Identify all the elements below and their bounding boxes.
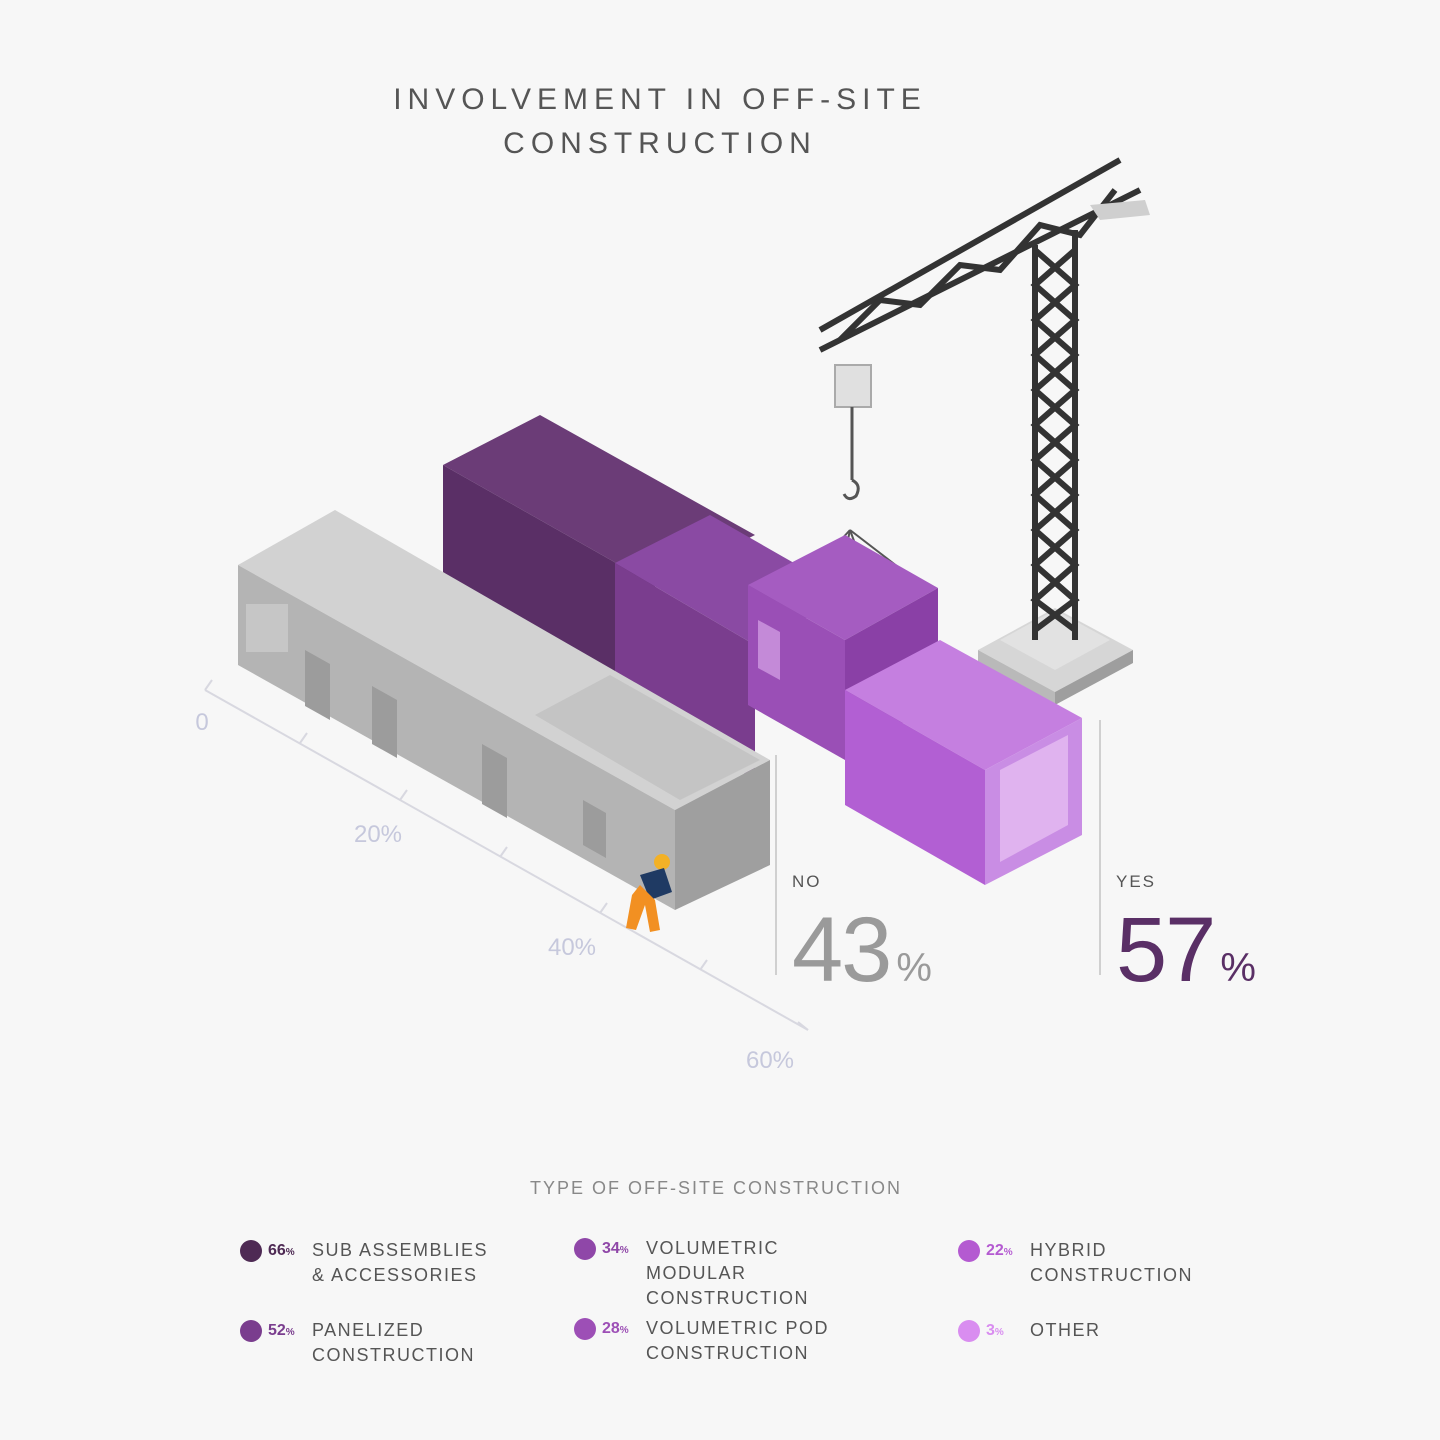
legend-title: TYPE OF OFF-SITE CONSTRUCTION xyxy=(530,1178,902,1198)
legend-item: 22% HYBRID CONSTRUCTION xyxy=(958,1238,1298,1288)
axis-tick-label: 0 xyxy=(195,709,208,736)
legend-value-unit: % xyxy=(994,1327,1004,1338)
legend-label-line-2: CONSTRUCTION xyxy=(646,1343,809,1363)
legend-dot xyxy=(240,1240,262,1262)
legend-dot xyxy=(240,1320,262,1342)
legend-label-line-1: SUB ASSEMBLIES xyxy=(312,1240,489,1260)
legend-label-line-2: CONSTRUCTION xyxy=(646,1288,809,1308)
chart-title: INVOLVEMENT IN OFF-SITE CONSTRUCTION xyxy=(0,78,1320,166)
axis-tick xyxy=(599,902,608,914)
legend-dot xyxy=(574,1238,596,1260)
legend-item: 28% VOLUMETRIC POD CONSTRUCTION xyxy=(574,1316,914,1366)
title-line-1: INVOLVEMENT IN OFF-SITE xyxy=(393,83,927,116)
axis-tick-label: 40% xyxy=(548,934,596,961)
legend-value-unit: % xyxy=(285,1247,295,1258)
axis-tick xyxy=(299,732,308,744)
no-bar xyxy=(238,510,770,910)
yes-value: 57 xyxy=(1116,899,1216,1001)
worker-figure xyxy=(626,854,672,932)
axis-tick xyxy=(499,846,508,858)
legend-value: 52% xyxy=(268,1322,312,1340)
axis-tick xyxy=(797,1021,809,1031)
yes-bar-segment-4 xyxy=(845,640,1082,885)
legend-label-line-1: PANELIZED xyxy=(312,1320,425,1340)
legend-label: VOLUMETRIC POD CONSTRUCTION xyxy=(646,1316,876,1366)
axis-tick-label: 60% xyxy=(746,1047,794,1074)
legend-item: 3% OTHER xyxy=(958,1318,1298,1343)
yes-unit: % xyxy=(1220,946,1256,990)
legend-value: 3% xyxy=(986,1322,1030,1340)
legend-dot xyxy=(574,1318,596,1340)
legend-label-line-2: & ACCESSORIES xyxy=(312,1265,478,1285)
yes-label: YES xyxy=(1116,872,1157,891)
legend-value-unit: % xyxy=(285,1327,295,1338)
no-value: 43 xyxy=(792,899,892,1001)
legend-item: 34% VOLUMETRIC MODULAR CONSTRUCTION xyxy=(574,1236,914,1311)
axis-tick xyxy=(699,959,708,971)
no-unit: % xyxy=(896,946,932,990)
legend-item: 66% SUB ASSEMBLIES & ACCESSORIES xyxy=(240,1238,580,1288)
legend-label-line-2: CONSTRUCTION xyxy=(1030,1265,1193,1285)
legend-value-number: 3 xyxy=(986,1322,995,1339)
legend-value-number: 22 xyxy=(986,1242,1004,1259)
crane-jib xyxy=(818,157,1150,353)
legend-value: 22% xyxy=(986,1242,1030,1260)
legend-value-unit: % xyxy=(1003,1247,1013,1258)
legend-dot xyxy=(958,1320,980,1342)
legend-value: 28% xyxy=(602,1320,646,1338)
legend-label: PANELIZED CONSTRUCTION xyxy=(312,1318,542,1368)
legend-label-line-1: VOLUMETRIC POD xyxy=(646,1318,830,1338)
axis: 0 20% 40% 60% xyxy=(195,679,809,1074)
legend-value-number: 34 xyxy=(602,1240,620,1257)
legend-value-unit: % xyxy=(619,1325,629,1336)
legend-dot xyxy=(958,1240,980,1262)
legend-label-line-1: VOLUMETRIC MODULAR xyxy=(646,1238,780,1283)
axis-line xyxy=(204,689,809,1031)
legend-label: VOLUMETRIC MODULAR CONSTRUCTION xyxy=(646,1236,876,1311)
axis-tick xyxy=(399,789,408,801)
crane-hook xyxy=(794,364,916,626)
legend-value: 34% xyxy=(602,1240,646,1258)
legend-value-unit: % xyxy=(619,1245,629,1256)
no-label: NO xyxy=(792,872,822,891)
legend-value-number: 66 xyxy=(268,1242,286,1259)
legend-value: 66% xyxy=(268,1242,312,1260)
legend-label: SUB ASSEMBLIES & ACCESSORIES xyxy=(312,1238,542,1288)
axis-tick-label: 20% xyxy=(354,821,402,848)
legend-label: OTHER xyxy=(1030,1318,1260,1343)
legend-label-line-1: HYBRID xyxy=(1030,1240,1108,1260)
no-stat: NO 43% xyxy=(792,872,932,996)
legend-label: HYBRID CONSTRUCTION xyxy=(1030,1238,1260,1288)
legend-value-number: 28 xyxy=(602,1320,620,1337)
legend-label-line-1: OTHER xyxy=(1030,1320,1101,1340)
legend-value-number: 52 xyxy=(268,1322,286,1339)
yes-stat: YES 57% xyxy=(1116,872,1256,996)
crane-mast xyxy=(1030,230,1080,640)
axis-tick xyxy=(204,679,213,691)
title-line-2: CONSTRUCTION xyxy=(503,127,817,160)
legend-item: 52% PANELIZED CONSTRUCTION xyxy=(240,1318,580,1368)
legend-label-line-2: CONSTRUCTION xyxy=(312,1345,475,1365)
crane-base xyxy=(978,608,1133,705)
